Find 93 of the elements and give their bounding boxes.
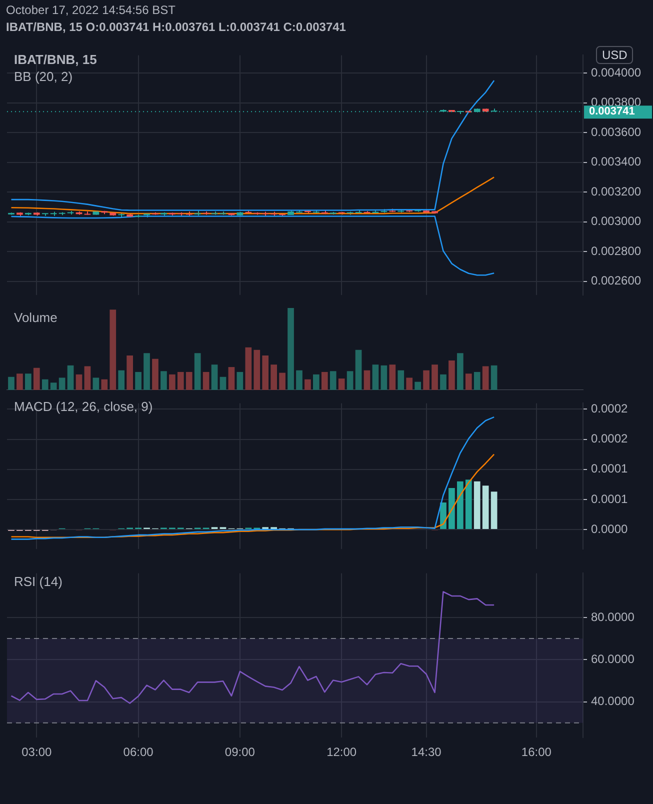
bar xyxy=(398,370,404,390)
bar xyxy=(270,364,277,390)
bar xyxy=(330,371,336,390)
bar xyxy=(457,481,464,530)
text: USD xyxy=(596,46,634,64)
bar xyxy=(144,353,150,390)
y-tick-label: 0.0002 xyxy=(591,432,628,446)
bar xyxy=(482,366,489,390)
bar xyxy=(465,374,472,390)
y-tick-label: 0.0002 xyxy=(591,402,628,416)
bar xyxy=(8,376,14,390)
bar xyxy=(126,356,133,390)
x-tick-label: 12:00 xyxy=(326,745,357,760)
text: IBAT/BNB, 15 O:0.003741 H:0.003761 L:0.003741 C:0.003741 xyxy=(6,20,346,34)
chart-title: MACD (12, 26, close, 9) xyxy=(14,399,153,414)
bar xyxy=(304,379,311,390)
y-tick-label: 0.003200 xyxy=(591,184,642,198)
x-tick-label: 09:00 xyxy=(224,745,256,760)
bar xyxy=(135,372,142,390)
y-tick-label: 0.0001 xyxy=(591,462,628,476)
y-tick-label: 40.0000 xyxy=(591,694,635,708)
x-tick-label: 16:00 xyxy=(521,745,552,760)
bar xyxy=(355,350,362,390)
bar xyxy=(482,486,489,530)
x-tick-label: 06:00 xyxy=(123,745,154,760)
bar xyxy=(33,368,40,390)
bar xyxy=(364,370,370,390)
y-tick-label: 0.003600 xyxy=(591,124,642,139)
bar xyxy=(76,374,82,390)
bar xyxy=(220,376,226,390)
bar xyxy=(372,364,379,390)
bar xyxy=(321,372,328,390)
bar xyxy=(279,372,286,390)
y-tick-label: 0.003400 xyxy=(591,154,642,169)
bar xyxy=(262,356,269,390)
y-tick-label: 0.004000 xyxy=(591,65,642,80)
bar xyxy=(67,365,74,390)
bar xyxy=(186,372,192,390)
bar xyxy=(152,358,158,390)
bar xyxy=(25,374,32,390)
bar xyxy=(432,364,438,390)
y-tick-label: 0.002800 xyxy=(591,244,642,258)
bar xyxy=(440,374,446,390)
bar xyxy=(414,382,421,390)
bar xyxy=(254,350,260,390)
bar xyxy=(474,481,480,530)
x-tick-label: 03:00 xyxy=(22,745,52,760)
bar xyxy=(101,379,108,390)
bar xyxy=(84,366,91,390)
bar xyxy=(406,378,413,390)
bar xyxy=(58,378,66,390)
y-tick-label: 0.003000 xyxy=(591,214,642,228)
bar xyxy=(389,364,396,390)
bar xyxy=(288,308,294,390)
bar xyxy=(160,371,167,390)
bar xyxy=(490,492,498,530)
bar xyxy=(346,371,354,390)
chart-title: Volume xyxy=(14,310,58,325)
bar xyxy=(194,353,201,390)
bar xyxy=(110,310,116,390)
y-tick-label: 80.0000 xyxy=(591,610,635,624)
x-tick-label: 14:30 xyxy=(411,745,442,760)
bar xyxy=(457,353,464,390)
bar xyxy=(338,378,345,390)
bar xyxy=(448,360,455,390)
bar xyxy=(169,374,176,390)
annotation: BB (20, 2) xyxy=(14,69,73,84)
bar xyxy=(296,370,302,390)
bar xyxy=(380,365,388,390)
bar xyxy=(92,378,100,390)
chart-title: RSI (14) xyxy=(14,574,62,589)
bar xyxy=(211,364,218,390)
bar xyxy=(202,372,210,390)
y-tick-label: 60.0000 xyxy=(591,652,635,666)
bar xyxy=(490,365,498,390)
bar xyxy=(50,382,57,390)
text: October 17, 2022 14:54:56 BST xyxy=(6,3,176,17)
bar xyxy=(423,370,430,390)
bar xyxy=(448,488,455,530)
bar xyxy=(313,374,320,390)
bar xyxy=(42,379,48,390)
bar xyxy=(236,372,244,390)
y-tick-label: 0.0001 xyxy=(591,492,628,506)
bar xyxy=(245,347,252,390)
bar xyxy=(16,374,23,390)
bar xyxy=(465,480,472,530)
annotation: IBAT/BNB, 15 xyxy=(14,52,97,67)
bar xyxy=(474,372,480,390)
bar xyxy=(177,372,184,390)
y-tick-label: 0.0000 xyxy=(591,522,628,536)
bar xyxy=(228,367,235,390)
bar xyxy=(118,370,125,390)
y-tick-label: 0.002600 xyxy=(591,274,642,288)
